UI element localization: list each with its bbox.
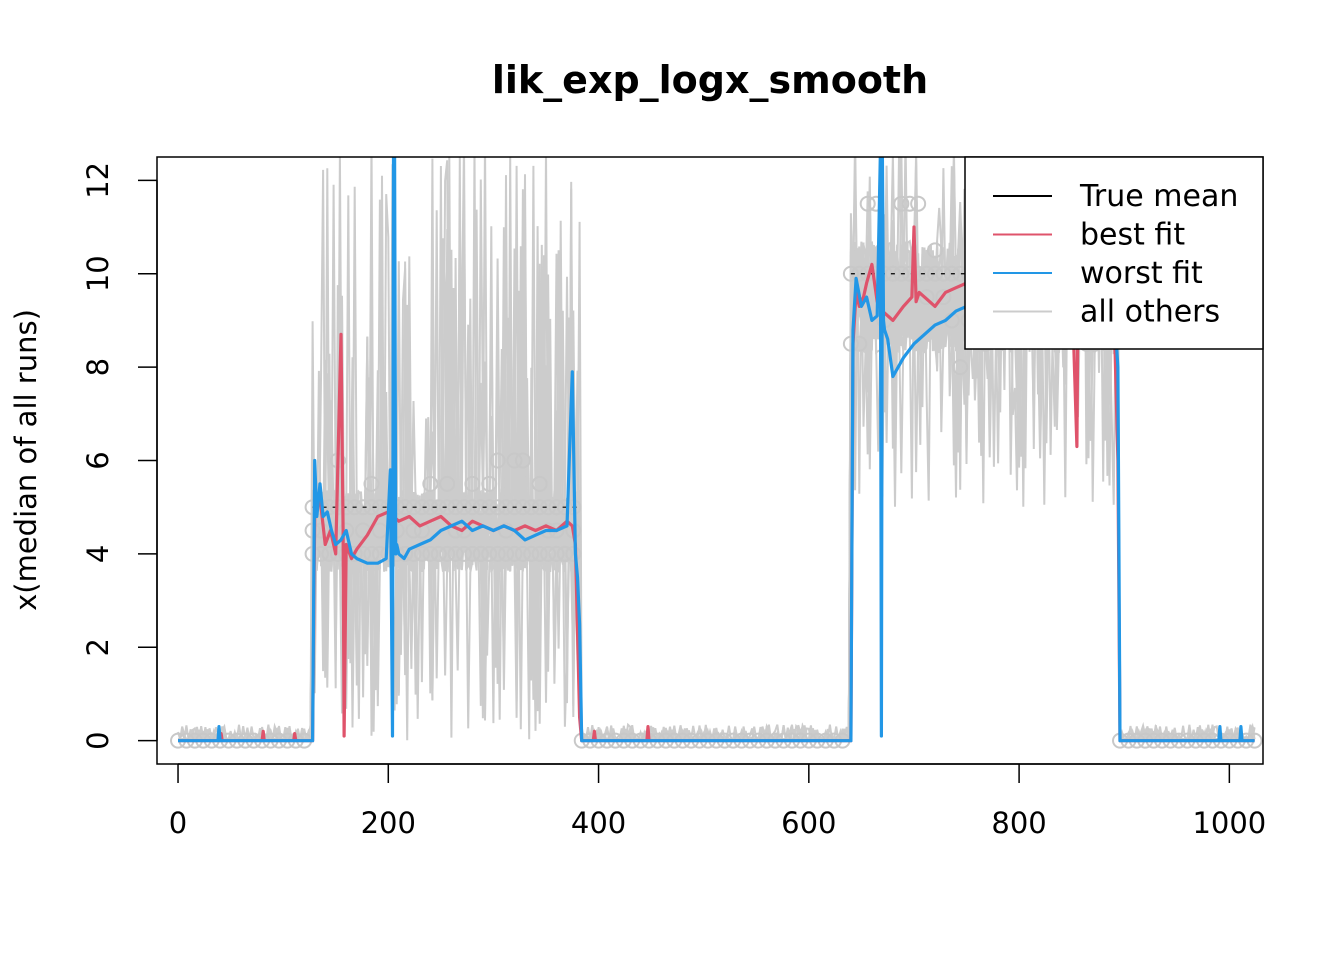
- observation-point: [422, 545, 439, 562]
- legend-label: True mean: [1079, 179, 1238, 214]
- observation-point: [506, 452, 523, 469]
- observation-point: [363, 545, 380, 562]
- observation-point: [498, 545, 515, 562]
- x-tick-label: 1000: [1192, 806, 1266, 840]
- observation-point: [935, 265, 952, 282]
- observation-point: [556, 499, 573, 516]
- observation-point: [405, 522, 422, 539]
- observation-point: [397, 499, 414, 516]
- observation-point: [893, 195, 910, 212]
- legend-label: worst fit: [1080, 256, 1203, 291]
- legend-box: [964, 156, 1264, 350]
- observation-point: [439, 545, 456, 562]
- x-tick-label: 200: [361, 806, 416, 840]
- observation-point: [506, 545, 523, 562]
- observation-point: [514, 545, 531, 562]
- observation-point: [472, 545, 489, 562]
- y-tick-label: 10: [81, 255, 115, 292]
- observation-point: [430, 545, 447, 562]
- observation-point: [935, 289, 952, 306]
- observation-point: [952, 359, 969, 376]
- observation-point: [439, 475, 456, 492]
- observation-point: [523, 545, 540, 562]
- observation-point: [531, 545, 548, 562]
- observation-point: [422, 475, 439, 492]
- y-tick-label: 12: [81, 162, 115, 199]
- observation-point: [556, 545, 573, 562]
- observation-point: [918, 289, 935, 306]
- x-tick-label: 0: [169, 806, 187, 840]
- observation-point: [926, 242, 943, 259]
- observation-point: [489, 545, 506, 562]
- observation-point: [455, 545, 472, 562]
- observation-point: [910, 195, 927, 212]
- observation-point: [346, 499, 363, 516]
- observation-point: [455, 499, 472, 516]
- observation-point: [884, 265, 901, 282]
- observation-point: [540, 545, 557, 562]
- y-tick-label: 0: [81, 731, 115, 749]
- observation-point: [464, 475, 481, 492]
- observation-point: [531, 475, 548, 492]
- observation-point: [842, 265, 859, 282]
- observation-point: [548, 545, 565, 562]
- y-tick-label: 6: [81, 451, 115, 469]
- observation-point: [901, 195, 918, 212]
- observation-point: [464, 545, 481, 562]
- chart-title: lik_exp_logx_smooth: [492, 58, 928, 102]
- observation-point: [447, 499, 464, 516]
- observation-point: [447, 545, 464, 562]
- x-axis: 0 200 400 600 800 1000: [169, 763, 1266, 840]
- x-tick-label: 400: [571, 806, 626, 840]
- observation-point: [859, 195, 876, 212]
- x-tick-label: 600: [781, 806, 836, 840]
- observation-point: [514, 452, 531, 469]
- observation-point: [842, 335, 859, 352]
- y-tick-label: 8: [81, 358, 115, 376]
- y-axis-label: x(median of all runs): [9, 309, 43, 611]
- observation-point: [413, 545, 430, 562]
- y-tick-label: 4: [81, 545, 115, 563]
- observation-point: [363, 475, 380, 492]
- legend-label: all others: [1080, 295, 1220, 330]
- observation-point: [565, 545, 582, 562]
- legend-label: best fit: [1080, 218, 1185, 253]
- x-tick-label: 800: [991, 806, 1046, 840]
- y-tick-label: 2: [81, 638, 115, 656]
- observation-point: [481, 475, 498, 492]
- y-axis: 0 2 4 6 8 10 12: [81, 162, 158, 750]
- observation-point: [481, 545, 498, 562]
- observation-point: [489, 452, 506, 469]
- observation-point: [506, 499, 523, 516]
